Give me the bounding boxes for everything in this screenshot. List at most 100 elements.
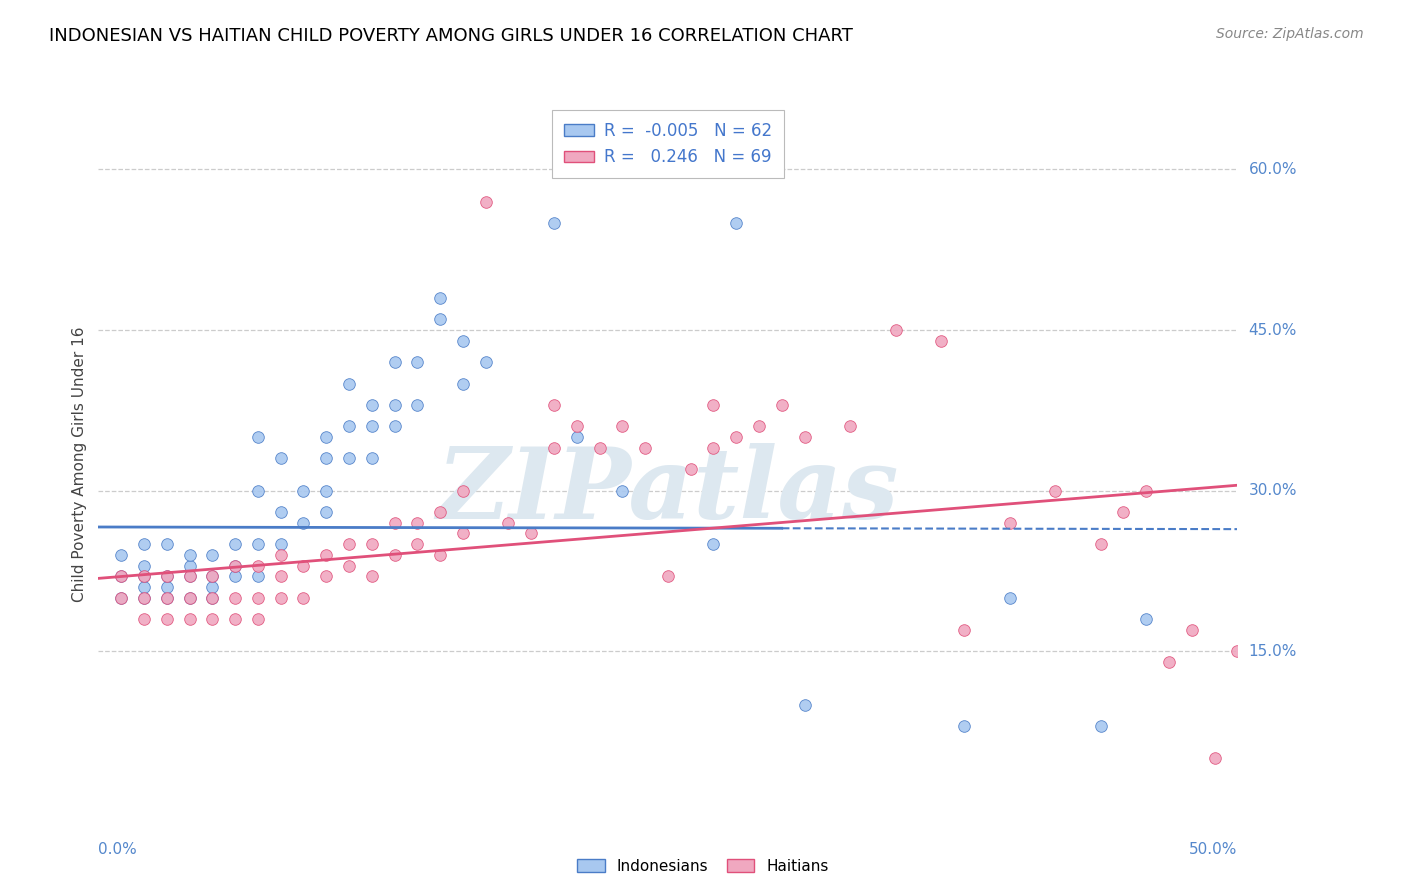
Point bbox=[156, 537, 179, 551]
Point bbox=[360, 398, 382, 412]
Point bbox=[337, 419, 360, 434]
Point bbox=[246, 558, 269, 573]
Point bbox=[246, 430, 269, 444]
Point bbox=[1157, 655, 1180, 669]
Point bbox=[270, 591, 292, 605]
Point bbox=[429, 505, 451, 519]
Point bbox=[451, 483, 474, 498]
Point bbox=[179, 548, 201, 562]
Point bbox=[793, 430, 815, 444]
Point bbox=[179, 591, 201, 605]
Text: Source: ZipAtlas.com: Source: ZipAtlas.com bbox=[1216, 27, 1364, 41]
Point bbox=[201, 612, 224, 626]
Point bbox=[110, 591, 132, 605]
Point bbox=[315, 430, 337, 444]
Point bbox=[270, 537, 292, 551]
Point bbox=[406, 355, 429, 369]
Point bbox=[315, 483, 337, 498]
Text: 60.0%: 60.0% bbox=[1249, 162, 1296, 177]
Point bbox=[725, 216, 748, 230]
Point bbox=[132, 612, 155, 626]
Legend: R =  -0.005   N = 62, R =   0.246   N = 69: R = -0.005 N = 62, R = 0.246 N = 69 bbox=[553, 111, 783, 178]
Point bbox=[292, 516, 315, 530]
Text: 45.0%: 45.0% bbox=[1249, 323, 1296, 337]
Point bbox=[156, 580, 179, 594]
Text: 0.0%: 0.0% bbox=[98, 842, 138, 857]
Text: INDONESIAN VS HAITIAN CHILD POVERTY AMONG GIRLS UNDER 16 CORRELATION CHART: INDONESIAN VS HAITIAN CHILD POVERTY AMON… bbox=[49, 27, 853, 45]
Point bbox=[179, 569, 201, 583]
Point bbox=[929, 334, 952, 348]
Point bbox=[384, 355, 406, 369]
Point bbox=[1043, 483, 1066, 498]
Point bbox=[1090, 537, 1112, 551]
Point bbox=[337, 376, 360, 391]
Point bbox=[748, 419, 770, 434]
Y-axis label: Child Poverty Among Girls Under 16: Child Poverty Among Girls Under 16 bbox=[72, 326, 87, 601]
Point bbox=[224, 558, 246, 573]
Point bbox=[315, 505, 337, 519]
Point bbox=[110, 569, 132, 583]
Point bbox=[224, 569, 246, 583]
Point bbox=[429, 291, 451, 305]
Point bbox=[224, 537, 246, 551]
Point bbox=[406, 398, 429, 412]
Point bbox=[224, 558, 246, 573]
Point bbox=[1181, 623, 1204, 637]
Point bbox=[179, 558, 201, 573]
Point bbox=[612, 419, 634, 434]
Point bbox=[132, 591, 155, 605]
Point bbox=[1204, 751, 1226, 765]
Point bbox=[612, 483, 634, 498]
Legend: Indonesians, Haitians: Indonesians, Haitians bbox=[571, 853, 835, 880]
Point bbox=[998, 591, 1021, 605]
Point bbox=[588, 441, 610, 455]
Point bbox=[360, 537, 382, 551]
Text: 15.0%: 15.0% bbox=[1249, 644, 1296, 658]
Point bbox=[179, 569, 201, 583]
Point bbox=[132, 569, 155, 583]
Point bbox=[132, 537, 155, 551]
Point bbox=[201, 591, 224, 605]
Point bbox=[179, 612, 201, 626]
Point bbox=[315, 451, 337, 466]
Point bbox=[270, 451, 292, 466]
Point bbox=[246, 483, 269, 498]
Point bbox=[201, 548, 224, 562]
Point bbox=[337, 451, 360, 466]
Point bbox=[110, 548, 132, 562]
Point bbox=[884, 323, 907, 337]
Point bbox=[543, 216, 565, 230]
Point bbox=[1135, 612, 1157, 626]
Point bbox=[1090, 719, 1112, 733]
Point bbox=[451, 376, 474, 391]
Point bbox=[292, 483, 315, 498]
Point bbox=[474, 194, 496, 209]
Point bbox=[406, 516, 429, 530]
Point bbox=[474, 355, 496, 369]
Point bbox=[1135, 483, 1157, 498]
Point bbox=[360, 419, 382, 434]
Point bbox=[270, 505, 292, 519]
Point bbox=[384, 398, 406, 412]
Point bbox=[384, 548, 406, 562]
Point bbox=[201, 591, 224, 605]
Point bbox=[246, 569, 269, 583]
Point bbox=[451, 334, 474, 348]
Point bbox=[156, 591, 179, 605]
Point bbox=[520, 526, 543, 541]
Point bbox=[132, 591, 155, 605]
Point bbox=[224, 612, 246, 626]
Point bbox=[634, 441, 657, 455]
Point bbox=[565, 430, 588, 444]
Point bbox=[998, 516, 1021, 530]
Point bbox=[429, 312, 451, 326]
Point bbox=[315, 569, 337, 583]
Point bbox=[110, 569, 132, 583]
Point bbox=[702, 441, 724, 455]
Point bbox=[839, 419, 862, 434]
Text: 50.0%: 50.0% bbox=[1189, 842, 1237, 857]
Text: 30.0%: 30.0% bbox=[1249, 483, 1296, 498]
Point bbox=[702, 537, 724, 551]
Point bbox=[156, 569, 179, 583]
Point bbox=[770, 398, 793, 412]
